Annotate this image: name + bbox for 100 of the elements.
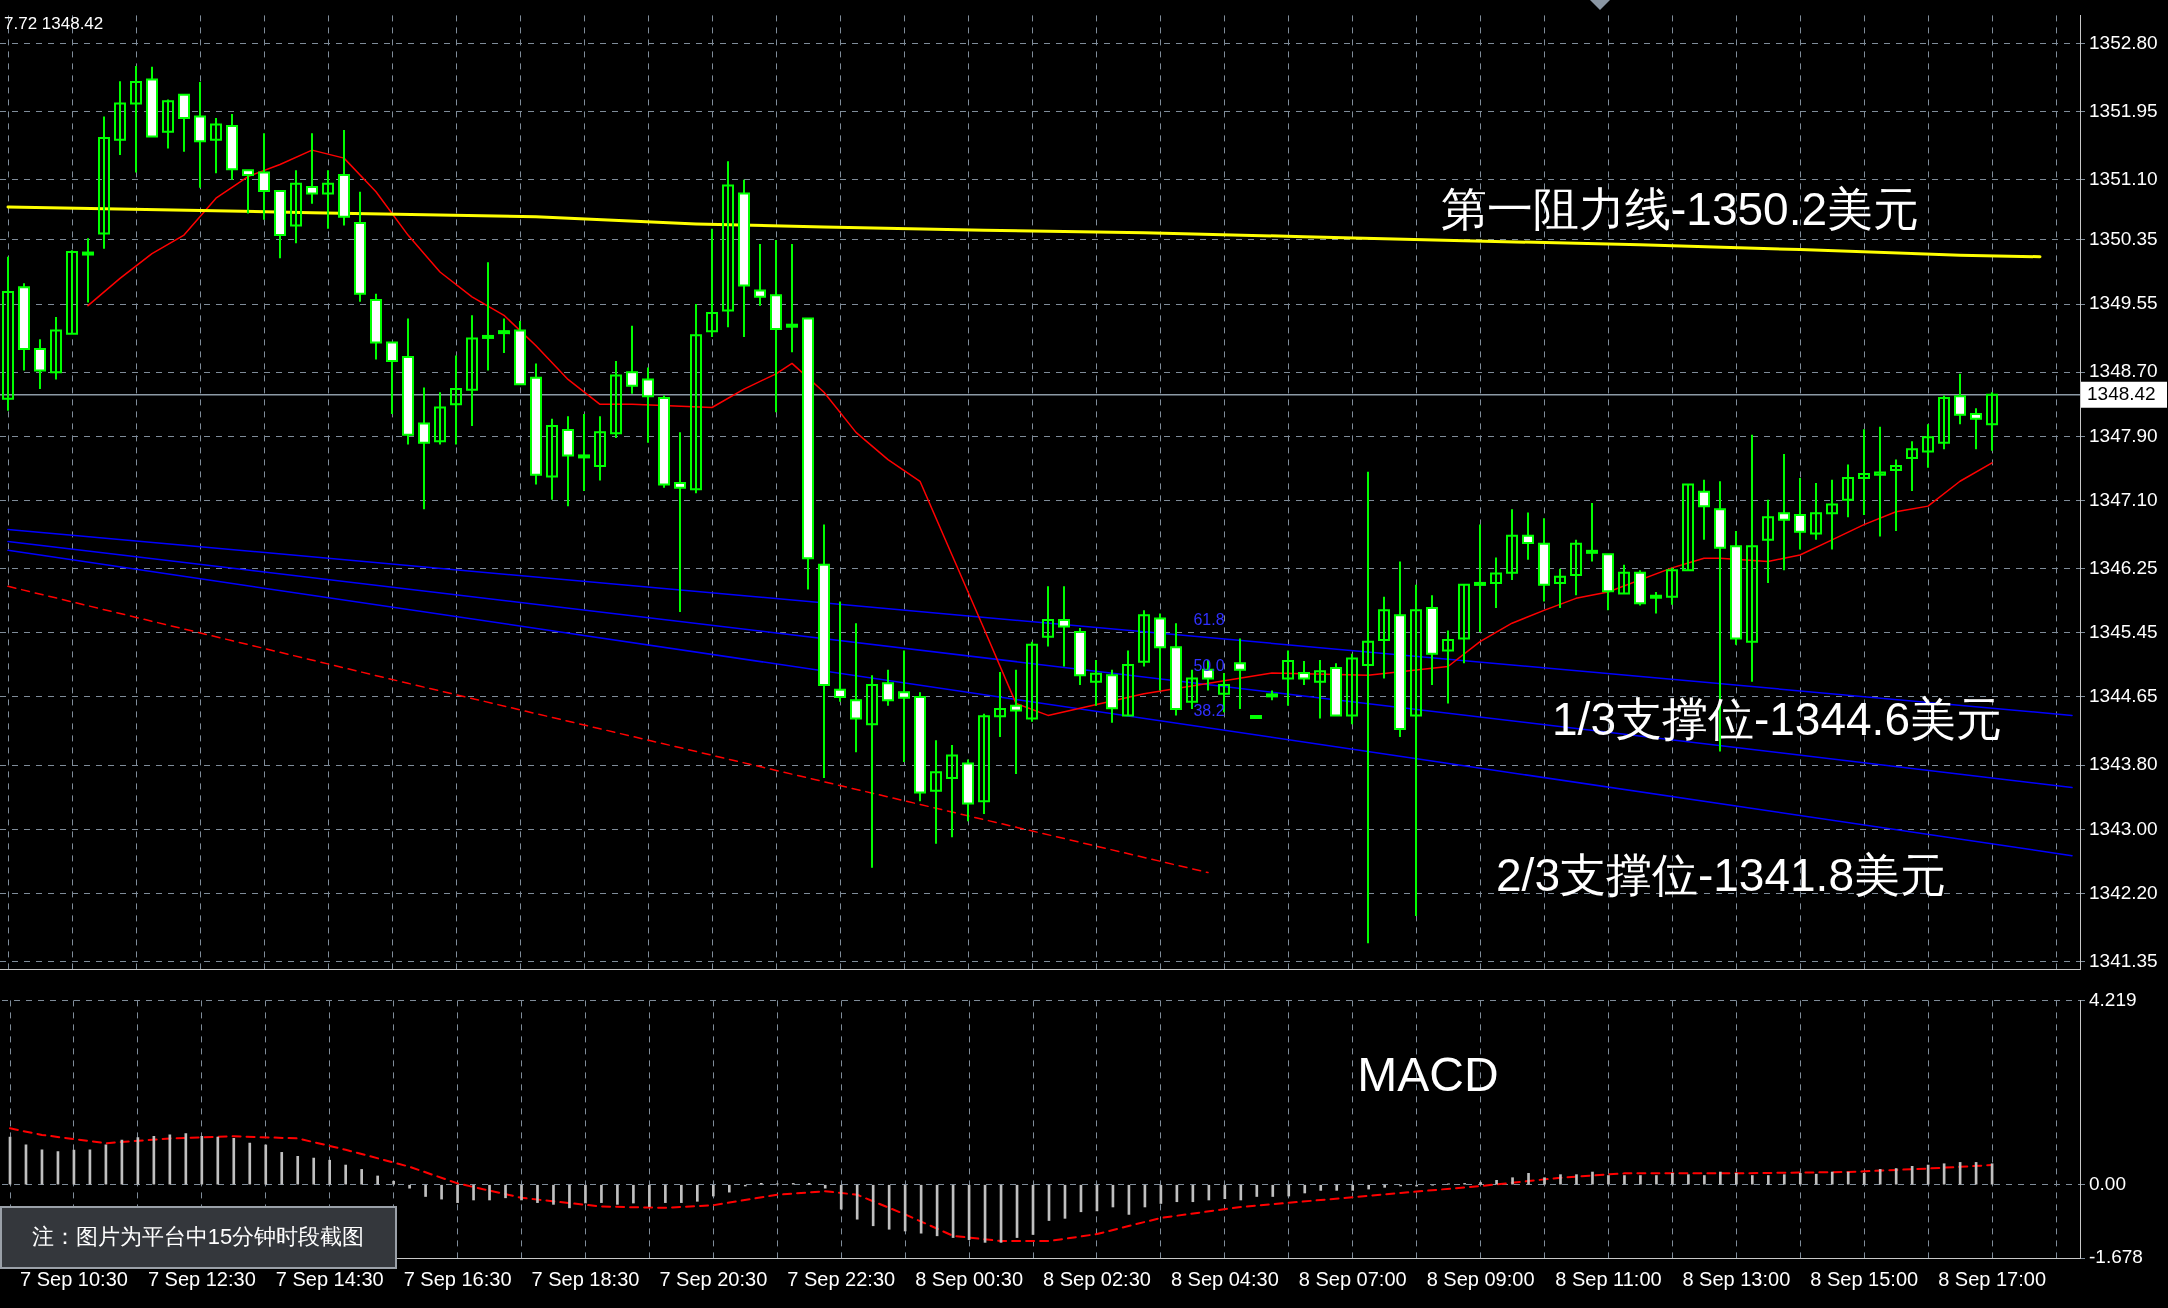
bar xyxy=(1287,1184,1291,1197)
bar xyxy=(280,1152,284,1185)
bar xyxy=(376,1175,379,1185)
bar xyxy=(1479,1182,1482,1185)
candlestick xyxy=(978,712,990,816)
candlestick xyxy=(994,671,1006,739)
y-tick-label: 1349.55 xyxy=(2089,292,2158,314)
bar xyxy=(584,1184,587,1204)
candlestick xyxy=(1650,590,1662,615)
candlestick xyxy=(290,169,302,245)
candlestick xyxy=(1842,463,1854,519)
bar xyxy=(568,1184,571,1209)
candlestick xyxy=(1682,483,1694,572)
candlestick xyxy=(1282,649,1294,707)
bar xyxy=(648,1184,651,1207)
annotation: 7.72 1348.42 xyxy=(4,13,104,33)
candlestick xyxy=(1122,649,1134,717)
candlestick xyxy=(1042,585,1054,648)
candlestick xyxy=(1938,394,1950,451)
bar xyxy=(616,1184,619,1205)
candlestick xyxy=(482,261,494,372)
bar xyxy=(1607,1175,1610,1185)
y-tick-label: 1348.70 xyxy=(2089,360,2158,382)
bar xyxy=(440,1184,443,1200)
x-tick-label: 8 Sep 07:00 xyxy=(1298,1267,1407,1290)
bar xyxy=(1543,1177,1546,1185)
candlestick xyxy=(1490,556,1502,609)
candlestick xyxy=(866,674,878,869)
bar xyxy=(472,1184,475,1201)
candlestick xyxy=(610,360,622,439)
bar xyxy=(855,1184,859,1220)
x-tick-label: 7 Sep 20:30 xyxy=(659,1267,768,1290)
bar xyxy=(1719,1171,1722,1185)
candlestick xyxy=(1810,481,1822,541)
bar xyxy=(200,1135,204,1185)
candlestick xyxy=(1346,652,1358,726)
bar xyxy=(1671,1173,1674,1185)
y-tick-label: 1351.95 xyxy=(2089,99,2158,121)
candlestick xyxy=(1570,538,1582,597)
x-tick-label: 8 Sep 17:00 xyxy=(1938,1267,2047,1290)
x-tick-label: 7 Sep 10:30 xyxy=(20,1267,128,1290)
bar xyxy=(488,1184,491,1201)
candlestick xyxy=(82,237,94,304)
bar xyxy=(1846,1171,1850,1185)
bar xyxy=(1367,1184,1371,1190)
bar xyxy=(1766,1175,1770,1185)
bar xyxy=(1782,1174,1786,1185)
candlestick xyxy=(1746,433,1758,683)
bar xyxy=(632,1184,635,1204)
y-tick-label: 1345.45 xyxy=(2089,621,2158,643)
candlestick xyxy=(50,315,62,381)
bar xyxy=(520,1184,523,1201)
bar xyxy=(600,1184,603,1203)
bar xyxy=(1623,1175,1626,1185)
bar xyxy=(1255,1184,1259,1197)
y-tick-label: -1.678 xyxy=(2089,1246,2143,1268)
bar xyxy=(1383,1184,1386,1188)
candlestick xyxy=(1618,563,1630,595)
bar xyxy=(1830,1171,1834,1185)
annotation: 61.8 xyxy=(1193,611,1225,629)
bar xyxy=(1735,1173,1738,1185)
bar xyxy=(727,1184,731,1193)
candlestick xyxy=(1890,458,1902,532)
candlestick xyxy=(690,303,702,495)
candlestick xyxy=(722,160,734,329)
bar xyxy=(696,1184,699,1202)
bar xyxy=(1303,1184,1307,1194)
candlestick xyxy=(1922,423,1934,469)
bar xyxy=(1862,1173,1866,1185)
candlestick xyxy=(786,242,798,354)
y-tick-label: 1343.00 xyxy=(2089,817,2158,839)
bar xyxy=(1639,1175,1642,1185)
candlestick xyxy=(210,117,222,175)
candlestick xyxy=(66,249,78,335)
candlestick xyxy=(1026,640,1038,723)
bar xyxy=(1894,1168,1898,1185)
bar xyxy=(1575,1174,1578,1185)
y-tick-label: 1350.35 xyxy=(2089,228,2158,250)
bar xyxy=(456,1184,459,1203)
candlestick xyxy=(578,412,590,492)
y-tick-label: 1343.80 xyxy=(2089,753,2158,775)
annotation: 38.2 xyxy=(1193,702,1225,720)
bar xyxy=(1559,1174,1562,1185)
candlestick xyxy=(1090,659,1102,707)
bar xyxy=(424,1184,427,1197)
bar xyxy=(1591,1171,1594,1185)
x-tick-label: 8 Sep 11:00 xyxy=(1555,1267,1662,1290)
x-tick-label: 8 Sep 00:30 xyxy=(915,1267,1024,1290)
bar xyxy=(392,1180,395,1185)
y-tick-label: 1347.10 xyxy=(2089,488,2158,510)
bar xyxy=(664,1184,667,1203)
bar xyxy=(264,1144,268,1185)
y-tick-label: 1344.65 xyxy=(2089,685,2158,707)
bar xyxy=(1750,1175,1754,1185)
candlestick xyxy=(466,314,478,427)
annotation: 注：图片为平台中15分钟时段截图 xyxy=(31,1224,365,1250)
bar xyxy=(1319,1184,1323,1191)
annotation: MACD xyxy=(1357,1048,1499,1102)
candlestick xyxy=(1666,566,1678,606)
y-tick-label: 1351.10 xyxy=(2089,168,2158,190)
